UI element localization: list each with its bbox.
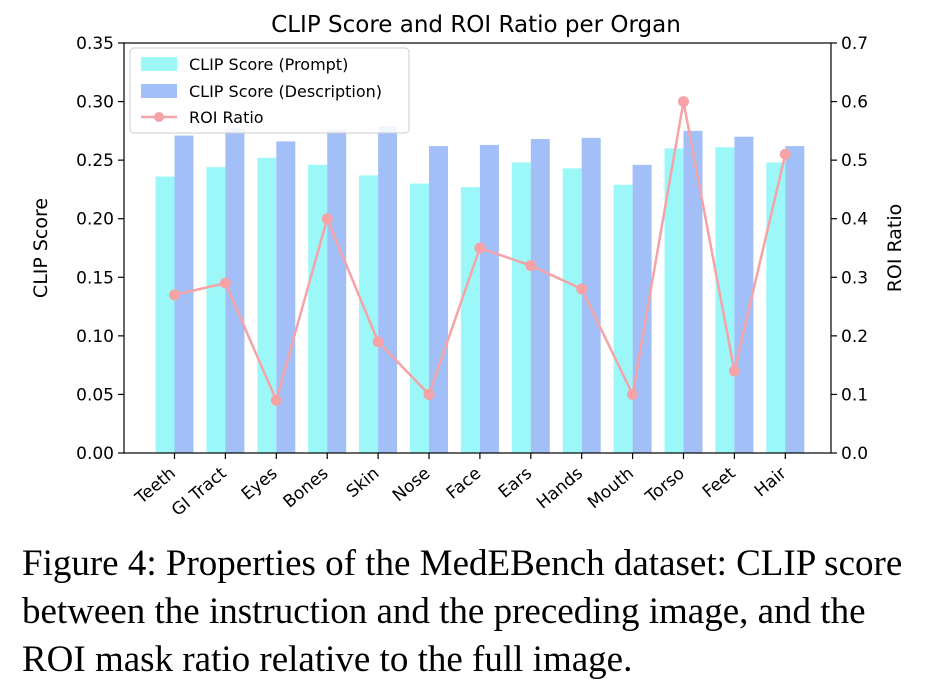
bar-prompt-teeth bbox=[155, 176, 175, 454]
y-tick-label: 0.25 bbox=[76, 151, 114, 171]
y2-tick-label: 0.1 bbox=[841, 385, 868, 405]
y2-tick-label: 0.5 bbox=[841, 151, 868, 171]
x-tick-label: Face bbox=[443, 464, 485, 504]
figure-caption: Figure 4: Properties of the MedEBench da… bbox=[22, 543, 903, 680]
bar-prompt-nose bbox=[410, 183, 429, 454]
y-axis-label: CLIP Score bbox=[30, 198, 52, 298]
right-axis: 0.0 0.1 0.2 0.3 0.4 0.5 0.6 0.7 bbox=[831, 34, 868, 464]
bar-description-bones bbox=[327, 129, 347, 453]
y-tick-label: 0.30 bbox=[76, 93, 114, 113]
bars-layer bbox=[155, 126, 805, 454]
roi-marker-nose bbox=[423, 388, 435, 400]
bar-prompt-gi-tract bbox=[206, 167, 226, 453]
bar-description-torso bbox=[683, 130, 703, 453]
bar-prompt-ears bbox=[511, 162, 531, 453]
bar-prompt-hands bbox=[562, 168, 582, 454]
roi-marker-ears bbox=[525, 260, 537, 272]
bar-description-skin bbox=[378, 126, 398, 454]
roi-marker-hands bbox=[576, 283, 588, 295]
bar-prompt-mouth bbox=[613, 184, 633, 453]
roi-marker-torso bbox=[678, 96, 689, 108]
chart-title: CLIP Score and ROI Ratio per Organ bbox=[271, 12, 681, 38]
legend-swatch-description bbox=[141, 84, 177, 98]
y2-tick-label: 0.2 bbox=[841, 327, 868, 347]
y2-tick-label: 0.6 bbox=[841, 93, 868, 113]
roi-marker-teeth bbox=[169, 289, 180, 301]
bar-description-nose bbox=[429, 146, 448, 454]
bar-prompt-skin bbox=[359, 175, 379, 453]
y-tick-label: 0.00 bbox=[76, 444, 114, 464]
x-tick-label: Mouth bbox=[584, 464, 638, 514]
bar-description-mouth bbox=[632, 164, 652, 454]
x-tick-label: Torso bbox=[641, 464, 688, 508]
x-tick-label: Eyes bbox=[238, 463, 282, 504]
y2-tick-label: 0.3 bbox=[841, 268, 868, 288]
y2-tick-label: 0.4 bbox=[841, 210, 868, 230]
y2-axis-label: ROI Ratio bbox=[884, 204, 906, 293]
legend-swatch-roi-marker bbox=[154, 112, 164, 122]
bar-prompt-hair bbox=[766, 162, 786, 453]
y-tick-label: 0.35 bbox=[76, 34, 114, 54]
y-tick-label: 0.10 bbox=[76, 327, 114, 347]
y-tick-label: 0.15 bbox=[76, 268, 114, 288]
legend-label-roi: ROI Ratio bbox=[189, 108, 264, 127]
bar-description-hands bbox=[581, 137, 601, 453]
x-tick-label: Feet bbox=[699, 463, 740, 502]
legend-label-prompt: CLIP Score (Prompt) bbox=[189, 55, 348, 74]
bar-prompt-face bbox=[460, 187, 480, 454]
x-tick-label: Skin bbox=[343, 464, 384, 503]
roi-marker-skin bbox=[372, 336, 384, 348]
roi-marker-face bbox=[474, 242, 486, 254]
bar-description-teeth bbox=[174, 135, 194, 454]
plot-frame bbox=[123, 42, 832, 454]
bar-prompt-torso bbox=[664, 148, 684, 453]
roi-marker-feet bbox=[728, 365, 740, 377]
bar-description-gi-tract bbox=[225, 128, 245, 453]
x-tick-label: GI Tract bbox=[168, 463, 231, 520]
bar-description-eyes bbox=[276, 141, 296, 453]
x-tick-label: Nose bbox=[389, 464, 434, 507]
x-tick-label: Ears bbox=[495, 463, 536, 502]
legend-swatch-prompt bbox=[141, 57, 177, 71]
bar-prompt-feet bbox=[715, 147, 735, 453]
bar-description-hair bbox=[785, 146, 805, 454]
x-tick-label: Hands bbox=[533, 463, 587, 513]
bar-prompt-eyes bbox=[257, 157, 277, 454]
roi-marker-hair bbox=[779, 148, 791, 160]
roi-marker-bones bbox=[321, 213, 333, 225]
bar-description-ears bbox=[530, 139, 550, 454]
roi-marker-gi-tract bbox=[219, 277, 231, 289]
legend-box bbox=[129, 47, 410, 134]
roi-marker-eyes bbox=[270, 394, 282, 406]
bar-description-feet bbox=[734, 136, 754, 453]
legend-label-description: CLIP Score (Description) bbox=[189, 82, 382, 101]
x-tick-label: Bones bbox=[280, 463, 333, 512]
chart: CLIP Score and ROI Ratio per Organ 0.000… bbox=[30, 12, 906, 521]
x-tick-label: Hair bbox=[751, 464, 791, 502]
y2-tick-label: 0.0 bbox=[841, 444, 868, 464]
roi-marker-mouth bbox=[627, 388, 639, 400]
y-tick-label: 0.05 bbox=[76, 385, 114, 405]
roi-line-layer bbox=[169, 96, 791, 406]
bar-prompt-bones bbox=[308, 164, 328, 454]
y-tick-label: 0.20 bbox=[76, 210, 114, 230]
bar-description-face bbox=[479, 144, 499, 453]
left-axis: 0.00 0.05 0.10 0.15 0.20 0.25 0.30 0.35 bbox=[76, 34, 124, 464]
legend: CLIP Score (Prompt) CLIP Score (Descript… bbox=[129, 47, 410, 134]
y2-tick-label: 0.7 bbox=[841, 34, 868, 54]
